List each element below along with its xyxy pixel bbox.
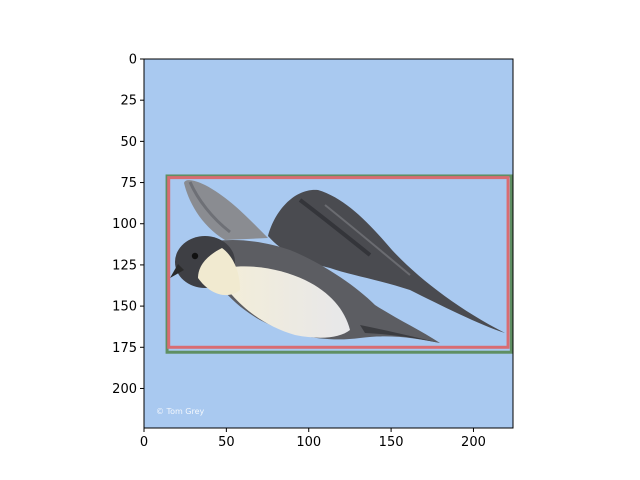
y-tick-label: 100 bbox=[112, 217, 137, 232]
box-red bbox=[167, 176, 510, 349]
photo-watermark: © Tom Grey bbox=[156, 407, 205, 416]
box-green bbox=[165, 174, 513, 354]
x-tick-label: 150 bbox=[379, 435, 404, 450]
y-tick-label: 75 bbox=[120, 176, 137, 191]
x-axis: 0 50 100 150 200 bbox=[140, 428, 486, 450]
y-tick-label: 0 bbox=[129, 53, 137, 68]
y-tick-label: 25 bbox=[120, 94, 137, 109]
y-axis: 0 25 50 75 100 125 150 175 200 bbox=[112, 53, 144, 397]
x-tick-label: 0 bbox=[140, 435, 148, 450]
bounding-boxes bbox=[165, 174, 513, 354]
x-tick-label: 200 bbox=[461, 435, 486, 450]
bird-illustration bbox=[170, 180, 505, 343]
axes-frame bbox=[143, 58, 514, 429]
x-tick-label: 100 bbox=[296, 435, 321, 450]
y-tick-label: 125 bbox=[112, 258, 137, 273]
y-tick-label: 200 bbox=[112, 382, 137, 397]
y-tick-label: 50 bbox=[120, 135, 137, 150]
photo: © Tom Grey bbox=[144, 59, 513, 428]
x-tick-label: 50 bbox=[218, 435, 235, 450]
y-tick-label: 150 bbox=[112, 300, 137, 315]
y-tick-label: 175 bbox=[112, 341, 137, 356]
